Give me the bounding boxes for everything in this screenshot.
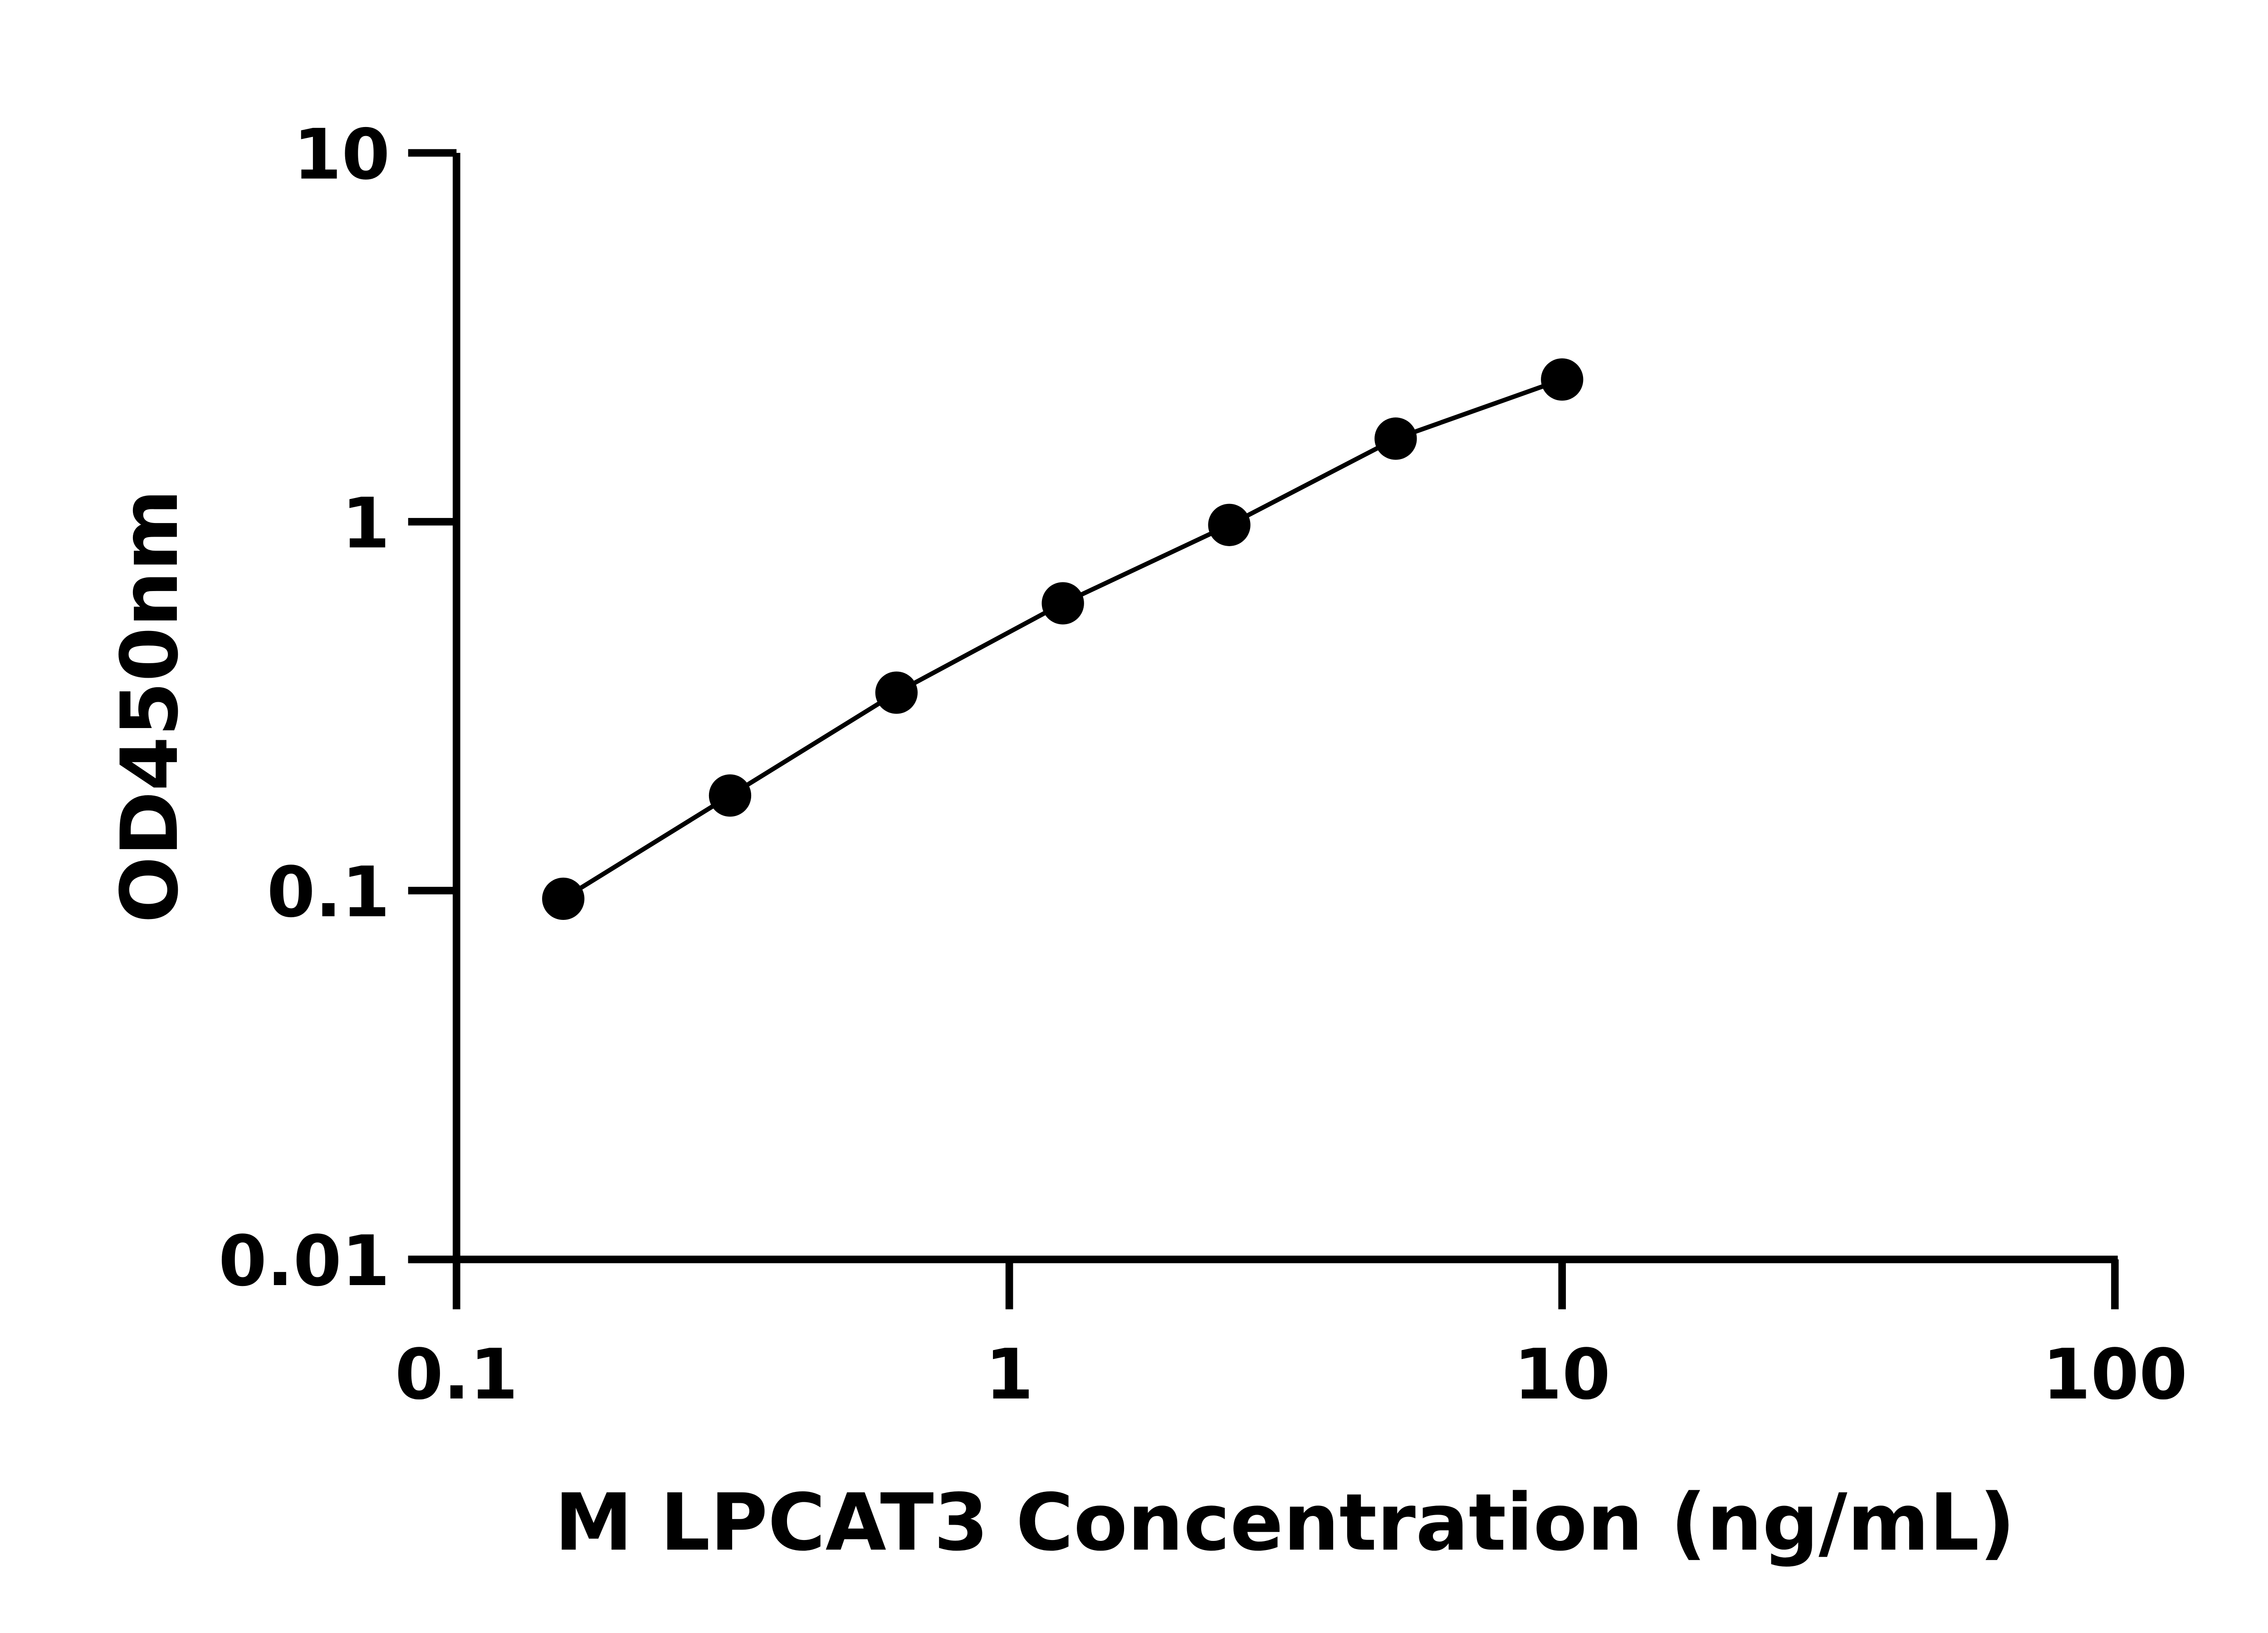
y-ticks: 0.01 0.1 1 10 (219, 115, 457, 1302)
data-point (709, 774, 752, 817)
y-tick-label: 10 (293, 115, 390, 196)
series-data (542, 358, 1584, 920)
axes (408, 153, 2118, 1263)
y-tick-label: 1 (342, 484, 390, 564)
data-point (542, 877, 585, 920)
data-point (1041, 582, 1084, 625)
x-tick-label: 1 (985, 1335, 1034, 1415)
y-axis-label: OD450nm (104, 489, 196, 923)
x-axis-label: M LPCAT3 Concentration (ng/mL) (554, 1477, 2015, 1568)
x-tick-label: 10 (1514, 1335, 1610, 1415)
x-tick-label: 0.1 (395, 1335, 518, 1415)
data-point (1374, 417, 1417, 460)
x-ticks: 0.1 1 10 100 (395, 1259, 2187, 1415)
data-point (1208, 504, 1251, 546)
data-point (1541, 358, 1584, 401)
data-point (875, 671, 918, 714)
y-tick-label: 0.01 (219, 1221, 390, 1302)
x-tick-label: 100 (2042, 1335, 2187, 1415)
fit-curve (562, 377, 1563, 901)
y-tick-label: 0.1 (267, 852, 390, 933)
